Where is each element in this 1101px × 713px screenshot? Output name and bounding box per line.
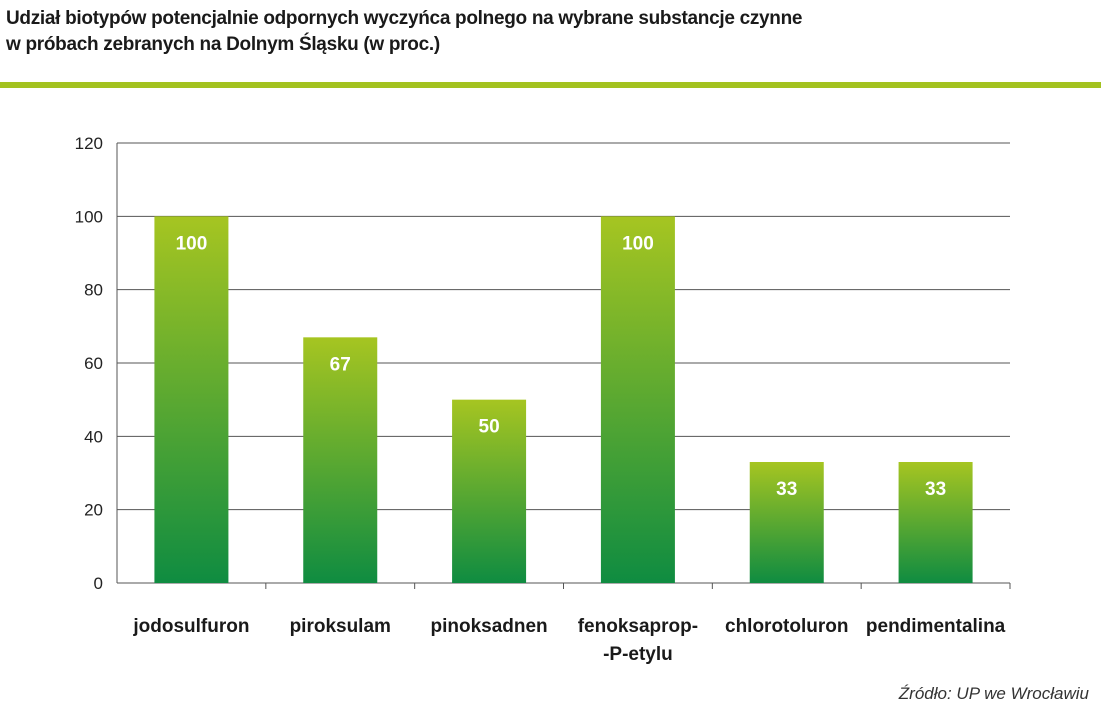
- bar-5: [898, 462, 973, 583]
- y-tick-label-3: 60: [84, 354, 103, 373]
- x-tick-label-4: chlorotoluron: [725, 616, 848, 637]
- x-tick-label-0: jodosulfuron: [132, 616, 249, 637]
- bar-1: [303, 337, 378, 583]
- y-tick-label-5: 100: [75, 207, 103, 226]
- data-label-0: 100: [176, 233, 208, 254]
- y-tick-label-6: 120: [75, 134, 103, 153]
- x-tick-label-2: pinoksadnen: [430, 616, 547, 637]
- accent-rule: [0, 82, 1101, 88]
- x-tick-label-5: pendimentalina: [866, 616, 1006, 637]
- label-layer: 0 20 40 60 80 100 120 100 jodosulfuron 67 piroksul…: [75, 134, 1006, 665]
- x-tick-label-3: fenoksaprop--P-etylu: [578, 616, 698, 665]
- chart-title: Udział biotypów potencjalnie odpornych w…: [6, 6, 802, 58]
- data-label-4: 33: [776, 479, 797, 500]
- source-note: Źródło: UP we Wrocławiu: [898, 684, 1089, 703]
- bar-0: [154, 216, 229, 584]
- chart-title-line-2: w próbach zebranych na Dolnym Śląsku (w …: [6, 34, 440, 55]
- grid-layer: [116, 142, 1011, 589]
- bar-4: [749, 462, 824, 583]
- bar-2: [452, 399, 527, 583]
- y-tick-label-2: 40: [84, 427, 103, 446]
- bar-3: [600, 216, 675, 584]
- data-label-3: 100: [622, 233, 654, 254]
- data-label-5: 33: [925, 479, 946, 500]
- x-tick-label-1: piroksulam: [290, 616, 391, 637]
- y-tick-label-0: 0: [94, 574, 103, 593]
- y-tick-label-1: 20: [84, 501, 103, 520]
- bar-layer: [154, 216, 973, 584]
- data-label-1: 67: [330, 354, 351, 375]
- data-label-2: 50: [479, 417, 500, 438]
- chart-title-line-1: Udział biotypów potencjalnie odpornych w…: [6, 8, 803, 29]
- y-tick-label-4: 80: [84, 281, 103, 300]
